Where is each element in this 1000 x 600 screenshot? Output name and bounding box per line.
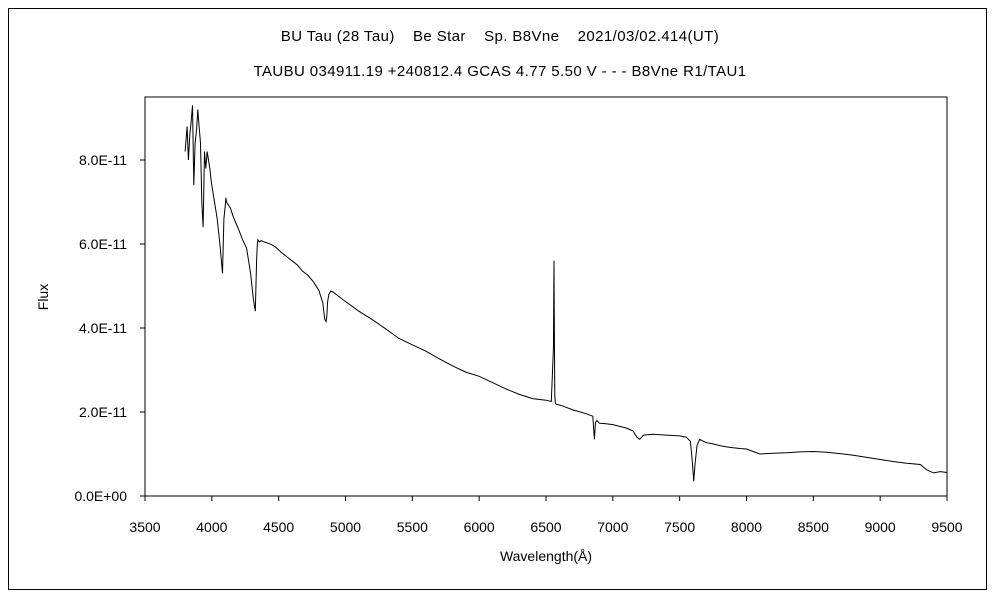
- x-tick-label: 7000: [597, 519, 628, 535]
- y-tick-label: 8.0E-11: [79, 152, 127, 168]
- chart-subtitle: TAUBU 034911.19 +240812.4 GCAS 4.77 5.50…: [253, 63, 747, 80]
- y-axis: 0.0E+00 2.0E-11 4.0E-11 6.0E-11 8.0E-11: [74, 152, 145, 504]
- x-tick-label: 4500: [263, 519, 294, 535]
- y-tick-label: 0.0E+00: [74, 488, 127, 504]
- chart-title: BU Tau (28 Tau) Be Star Sp. B8Vne 2021/0…: [280, 28, 720, 45]
- y-axis-label: Flux: [35, 284, 51, 310]
- x-tick-label: 6500: [530, 519, 561, 535]
- spectrum-series-line: [184, 105, 948, 482]
- x-tick-label: 9000: [865, 519, 896, 535]
- x-tick-label: 8500: [798, 519, 829, 535]
- x-tick-label: 5000: [330, 519, 361, 535]
- x-tick-label: 4000: [196, 519, 227, 535]
- x-tick-label: 7500: [664, 519, 695, 535]
- y-tick-label: 6.0E-11: [79, 236, 127, 252]
- x-tick-label: 3500: [129, 519, 160, 535]
- y-tick-label: 2.0E-11: [79, 404, 127, 420]
- x-tick-label: 9500: [931, 519, 962, 535]
- plot-area: [144, 96, 948, 497]
- x-tick-label: 5500: [397, 519, 428, 535]
- x-axis-label: Wavelength(Å): [500, 548, 592, 564]
- y-tick-label: 4.0E-11: [79, 320, 127, 336]
- x-tick-label: 6000: [464, 519, 495, 535]
- x-tick-label: 8000: [731, 519, 762, 535]
- x-axis: 3500 4000 4500 5000 5500 6000 6500 7000 7500 8000…: [129, 496, 963, 535]
